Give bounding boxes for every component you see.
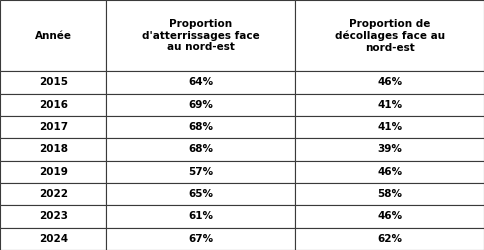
Bar (295, 205, 484, 228)
Bar (295, 160, 484, 183)
Text: Proportion
d'atterrissages face
au nord-est: Proportion d'atterrissages face au nord-… (142, 19, 260, 52)
Bar (0, 94, 106, 116)
Text: 46%: 46% (377, 212, 402, 222)
Bar (106, 94, 295, 116)
Bar (0, 71, 106, 94)
Bar (295, 228, 484, 250)
Text: 2019: 2019 (39, 167, 68, 177)
Text: Année: Année (35, 30, 72, 40)
Text: 41%: 41% (377, 122, 402, 132)
Text: 2015: 2015 (39, 78, 68, 88)
Text: 65%: 65% (188, 189, 213, 199)
Text: Proportion de
décollages face au
nord-est: Proportion de décollages face au nord-es… (334, 19, 445, 52)
Text: 2017: 2017 (39, 122, 68, 132)
Text: 2024: 2024 (39, 234, 68, 244)
Bar (0, 138, 106, 160)
Text: 57%: 57% (188, 167, 213, 177)
Bar (295, 183, 484, 205)
Bar (106, 116, 295, 138)
Bar (295, 71, 484, 94)
Text: 58%: 58% (377, 189, 402, 199)
Text: 2022: 2022 (39, 189, 68, 199)
Text: 46%: 46% (377, 167, 402, 177)
Bar (295, 116, 484, 138)
Text: 46%: 46% (377, 78, 402, 88)
Bar (0, 0, 106, 71)
Bar (106, 205, 295, 228)
Bar (295, 94, 484, 116)
Bar (106, 183, 295, 205)
Text: 64%: 64% (188, 78, 213, 88)
Bar (295, 138, 484, 160)
Text: 68%: 68% (188, 122, 213, 132)
Bar (295, 0, 484, 71)
Text: 61%: 61% (188, 212, 213, 222)
Bar (106, 138, 295, 160)
Text: 2016: 2016 (39, 100, 68, 110)
Text: 2023: 2023 (39, 212, 68, 222)
Text: 68%: 68% (188, 144, 213, 154)
Text: 41%: 41% (377, 100, 402, 110)
Bar (0, 228, 106, 250)
Bar (106, 71, 295, 94)
Bar (0, 205, 106, 228)
Text: 62%: 62% (377, 234, 402, 244)
Bar (0, 160, 106, 183)
Bar (106, 0, 295, 71)
Bar (0, 183, 106, 205)
Bar (106, 228, 295, 250)
Text: 67%: 67% (188, 234, 213, 244)
Text: 2018: 2018 (39, 144, 68, 154)
Text: 39%: 39% (377, 144, 402, 154)
Bar (0, 116, 106, 138)
Text: 69%: 69% (188, 100, 213, 110)
Bar (106, 160, 295, 183)
